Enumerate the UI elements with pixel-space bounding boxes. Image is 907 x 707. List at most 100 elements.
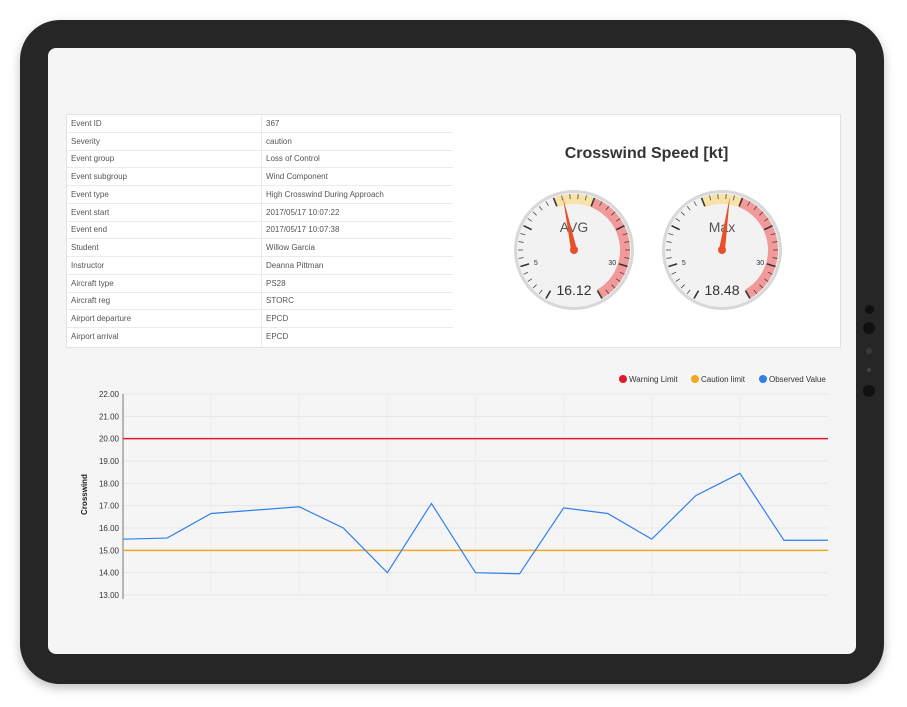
table-row: Event start 2017/05/17 10:07:22 bbox=[67, 203, 454, 222]
crosswind-chart: 13.00 14.00 15.00 16.00 17.00 18.00 19.00 20.00… bbox=[80, 375, 828, 600]
gauge-tick bbox=[615, 218, 621, 222]
max-gauge: 5 30 Max 18.48 bbox=[662, 190, 782, 310]
table-key: Event end bbox=[67, 221, 262, 239]
gauge-tick bbox=[605, 289, 610, 295]
table-key: Event type bbox=[67, 186, 262, 203]
gauge-tick bbox=[596, 290, 603, 299]
gauge-tick bbox=[675, 278, 681, 282]
y-tick-label: 21.00 bbox=[99, 412, 120, 421]
legend-label: Caution limit bbox=[701, 375, 746, 384]
gauge-tick bbox=[611, 284, 616, 289]
table-value: Loss of Control bbox=[266, 154, 320, 164]
legend-marker bbox=[619, 375, 627, 383]
gauge-tick bbox=[532, 284, 537, 289]
gauge-min-label: 5 bbox=[534, 260, 538, 267]
caution-band bbox=[701, 194, 743, 208]
table-key: Aircraft type bbox=[67, 274, 262, 292]
camera-dot bbox=[866, 348, 872, 354]
table-key: Aircraft reg bbox=[67, 292, 262, 310]
gauge-tick bbox=[624, 241, 630, 243]
y-tick-label: 13.00 bbox=[99, 591, 120, 600]
gauge-tick bbox=[622, 233, 628, 236]
gauge-tick bbox=[590, 197, 596, 207]
gauge-tick bbox=[753, 289, 758, 295]
gauge-tick bbox=[666, 241, 672, 243]
table-row: Airport arrival EPCD bbox=[67, 328, 454, 346]
gauge-tick bbox=[709, 195, 711, 201]
warning-band bbox=[738, 197, 778, 299]
gauge-tick bbox=[523, 271, 529, 275]
gauge-tick bbox=[700, 197, 706, 207]
gauge-tick bbox=[605, 205, 610, 211]
gauge-tick bbox=[518, 241, 524, 243]
gauge-tick bbox=[733, 195, 735, 201]
gauge-tick bbox=[532, 211, 537, 216]
legend-marker bbox=[759, 375, 767, 383]
gauge-tick bbox=[538, 289, 543, 295]
table-key: Event start bbox=[67, 203, 262, 221]
gauge-tick bbox=[552, 197, 558, 207]
gauge-tick bbox=[693, 290, 700, 299]
gauge-tick bbox=[772, 241, 778, 243]
y-tick-label: 17.00 bbox=[99, 502, 120, 511]
legend-marker bbox=[691, 375, 699, 383]
gauge-tick bbox=[770, 233, 776, 236]
avg-gauge: 5 30 AVG 16.12 bbox=[514, 190, 634, 310]
table-key: Airport departure bbox=[67, 310, 262, 327]
table-row: Student Willow Garcia bbox=[67, 239, 454, 257]
y-tick-label: 20.00 bbox=[99, 435, 120, 444]
gauge-tick bbox=[527, 278, 533, 282]
gauge-tick bbox=[668, 233, 674, 236]
table-value: caution bbox=[266, 136, 292, 146]
gauge-tick bbox=[523, 224, 533, 231]
gauge-tick bbox=[744, 290, 751, 299]
gauge-tick bbox=[680, 284, 685, 289]
series-line-2 bbox=[122, 472, 828, 575]
tablet-frame: Event ID 367 Severity caution Event group Los… bbox=[20, 20, 884, 684]
gauge-tick bbox=[747, 201, 751, 207]
gauge-value: 16.12 bbox=[556, 282, 591, 298]
table-row: Event end 2017/05/17 10:07:38 bbox=[67, 221, 454, 240]
table-row: Aircraft reg STORC bbox=[67, 292, 454, 311]
table-key: Event ID bbox=[67, 115, 262, 132]
table-value: Deanna Pittman bbox=[266, 260, 324, 270]
y-tick-label: 19.00 bbox=[99, 457, 120, 466]
gauge-tick bbox=[527, 218, 533, 222]
gauge-title: Crosswind Speed [kt] bbox=[564, 145, 729, 162]
gauge-pivot bbox=[718, 246, 726, 254]
gauge-tick bbox=[615, 278, 621, 282]
screen: Event ID 367 Severity caution Event group Los… bbox=[48, 48, 856, 654]
gauge-tick bbox=[545, 201, 549, 207]
gauge-tick bbox=[615, 224, 625, 231]
gauge-needle bbox=[719, 196, 730, 251]
table-value: Wind Component bbox=[266, 172, 328, 182]
table-key: Event subgroup bbox=[67, 168, 262, 185]
table-value: 2017/05/17 10:07:38 bbox=[266, 225, 340, 235]
gauge-tick bbox=[624, 257, 630, 259]
table-row: Aircraft type PS28 bbox=[67, 274, 454, 293]
gauge-tick bbox=[585, 195, 587, 201]
gauge-tick bbox=[599, 201, 603, 207]
table-row: Event type High Crosswind During Approach bbox=[67, 186, 454, 204]
gauge-tick bbox=[763, 218, 769, 222]
y-tick-label: 18.00 bbox=[99, 479, 120, 488]
table-row: Instructor Deanna Pittman bbox=[67, 257, 454, 275]
table-value: PS28 bbox=[266, 278, 286, 288]
gauge-tick bbox=[668, 263, 678, 268]
gauge-tick bbox=[738, 197, 744, 207]
gauge-panel: Crosswind Speed [kt] 5 30 AVG 16.12 5 30 Max 1… bbox=[453, 114, 841, 348]
table-key: Airport arrival bbox=[67, 328, 262, 346]
gauge-tick bbox=[766, 263, 776, 268]
gauge-pivot bbox=[570, 246, 578, 254]
gauge-max-label: 30 bbox=[756, 260, 764, 267]
legend-label: Warning Limit bbox=[629, 375, 678, 384]
gauge-max-label: 30 bbox=[608, 260, 616, 267]
gauge-needle bbox=[562, 197, 577, 251]
side-button bbox=[863, 385, 875, 397]
gauge-tick bbox=[520, 263, 530, 268]
table-value: 2017/05/17 10:07:22 bbox=[266, 207, 340, 217]
gauge-tick bbox=[759, 211, 764, 216]
gauge-tick bbox=[693, 201, 697, 207]
gauge-label: AVG bbox=[560, 219, 589, 235]
y-tick-label: 22.00 bbox=[99, 390, 120, 399]
